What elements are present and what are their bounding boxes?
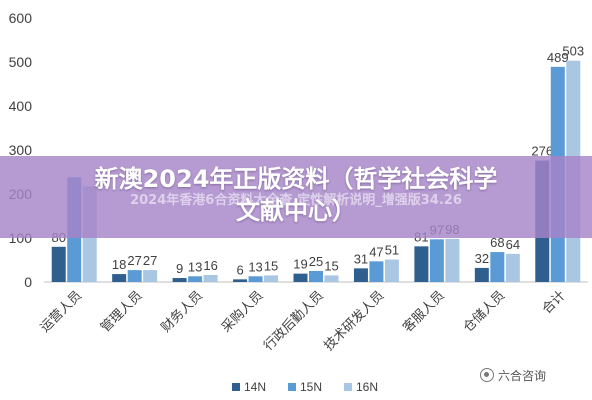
data-label: 489 bbox=[547, 50, 569, 65]
x-tick-label: 行政后勤人员 bbox=[261, 288, 327, 354]
data-label: 503 bbox=[562, 44, 584, 59]
bar-16n bbox=[203, 274, 218, 282]
bar-15n bbox=[127, 270, 142, 282]
overlay-title-line2: 文献中心） bbox=[236, 197, 356, 225]
x-tick-label: 财务人员 bbox=[158, 288, 206, 336]
x-tick-label: 仓储人员 bbox=[461, 288, 508, 335]
bar-14n bbox=[474, 267, 489, 282]
bar-16n bbox=[143, 270, 158, 282]
x-tick-label: 合计 bbox=[540, 288, 569, 317]
data-label: 18 bbox=[112, 257, 126, 272]
y-tick-label: 400 bbox=[9, 98, 33, 114]
bar-15n bbox=[429, 239, 444, 282]
data-label: 13 bbox=[248, 259, 262, 274]
data-label: 15 bbox=[264, 258, 278, 273]
watermark-text: 六合咨询 bbox=[498, 368, 547, 383]
bar-15n bbox=[490, 252, 505, 282]
bar-16n bbox=[324, 275, 339, 282]
overlay-title-line1: 新澳2024年正版资料（哲学社会科学 bbox=[94, 165, 498, 193]
legend-label: 14N bbox=[244, 380, 266, 394]
data-label: 68 bbox=[490, 235, 504, 250]
bar-14n bbox=[112, 274, 127, 282]
x-tick-label: 技术研发人员 bbox=[321, 288, 387, 354]
data-label: 9 bbox=[176, 261, 183, 276]
bar-14n bbox=[293, 273, 308, 282]
bar-16n bbox=[264, 275, 279, 282]
watermark: 六合咨询 bbox=[480, 366, 546, 384]
data-label: 16 bbox=[203, 258, 217, 273]
legend-swatch bbox=[232, 383, 240, 391]
y-tick-label: 0 bbox=[24, 274, 32, 290]
bar-14n bbox=[51, 246, 66, 282]
x-tick-label: 采购人员 bbox=[218, 288, 266, 336]
bar-16n bbox=[445, 238, 460, 282]
bar-14n bbox=[233, 279, 248, 282]
legend-label: 15N bbox=[300, 380, 322, 394]
legend-swatch bbox=[288, 383, 296, 391]
data-label: 27 bbox=[127, 253, 141, 268]
data-label: 6 bbox=[236, 262, 243, 277]
legend-label: 16N bbox=[356, 380, 378, 394]
y-tick-label: 300 bbox=[9, 142, 33, 158]
wechat-channel-icon bbox=[480, 368, 494, 382]
bar-15n bbox=[309, 271, 323, 282]
y-tick-label: 500 bbox=[9, 54, 33, 70]
data-label: 31 bbox=[354, 251, 368, 266]
data-label: 13 bbox=[188, 259, 202, 274]
data-label: 19 bbox=[293, 257, 307, 272]
data-label: 15 bbox=[324, 258, 338, 273]
data-label: 25 bbox=[309, 254, 323, 269]
bar-14n bbox=[353, 268, 368, 282]
data-label: 47 bbox=[369, 244, 383, 259]
data-label: 51 bbox=[385, 243, 399, 258]
bar-16n bbox=[505, 253, 520, 282]
overlay-banner bbox=[0, 156, 592, 238]
data-label: 32 bbox=[475, 251, 489, 266]
bar-14n bbox=[172, 278, 187, 282]
bar-14n bbox=[414, 246, 429, 282]
bar-15n bbox=[369, 261, 384, 282]
bar-15n bbox=[188, 276, 203, 282]
bar-16n bbox=[384, 259, 399, 282]
x-tick-label: 运营人员 bbox=[38, 288, 85, 335]
legend-swatch bbox=[344, 383, 352, 391]
x-tick-label: 管理人员 bbox=[98, 288, 145, 335]
overlay-title: 新澳2024年正版资料（哲学社会科学 文献中心） bbox=[0, 163, 592, 227]
y-tick-label: 600 bbox=[9, 10, 33, 26]
data-label: 27 bbox=[143, 253, 157, 268]
data-label: 276 bbox=[531, 144, 553, 159]
bar-15n bbox=[248, 276, 263, 282]
x-tick-label: 客服人员 bbox=[400, 288, 448, 336]
data-label: 64 bbox=[506, 237, 520, 252]
overlay-subtitle: 2024年香港6合资料大全查,定性解析说明_增强版34.26 bbox=[130, 193, 462, 208]
